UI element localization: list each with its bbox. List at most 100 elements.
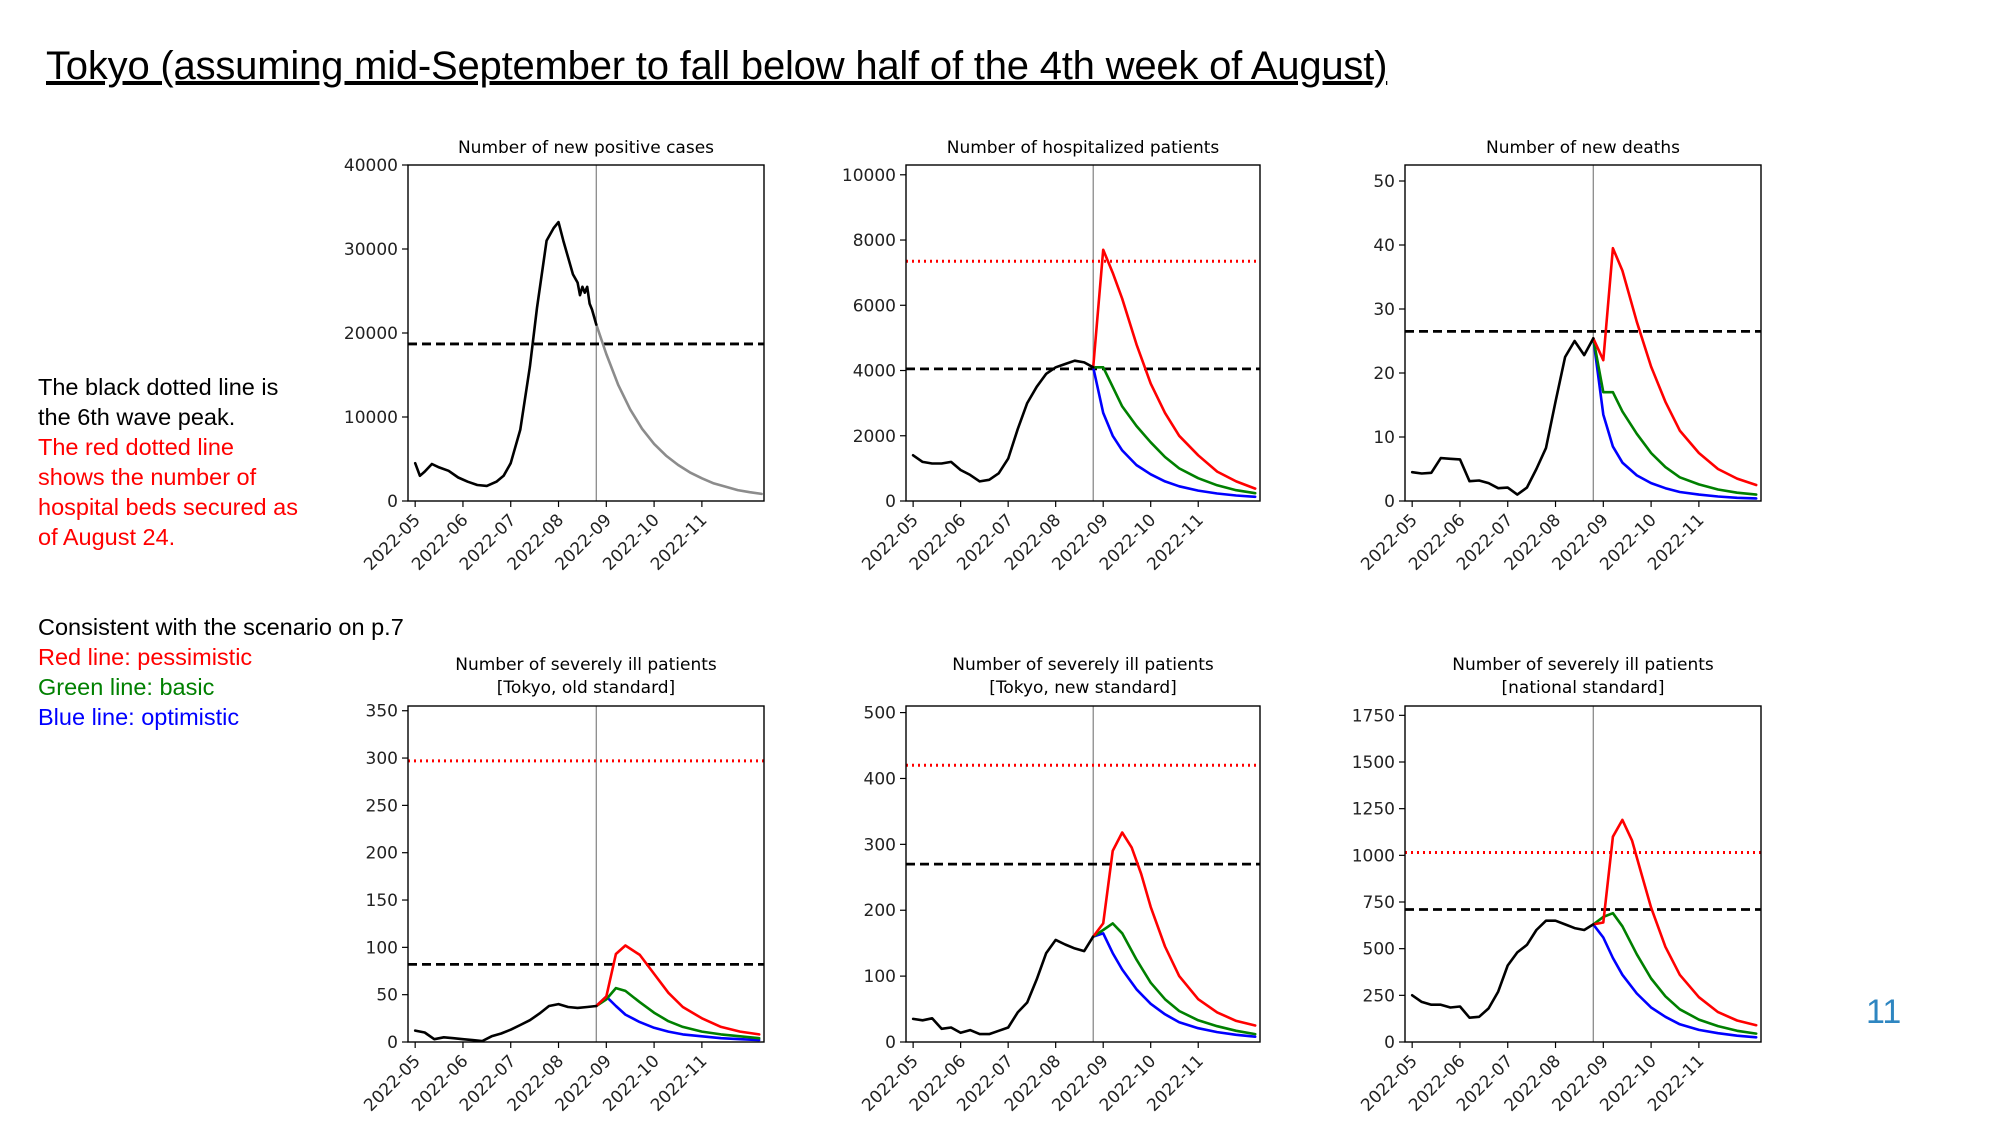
y-tick-label: 4000 [853, 362, 896, 382]
series-line-observed [413, 1002, 598, 1042]
reference-note-line: shows the number of [38, 464, 257, 490]
plot-frame [1404, 164, 1762, 502]
plot-area [1405, 706, 1761, 1042]
y-tick-label: 2000 [853, 427, 896, 447]
y-tick-label: 500 [1363, 940, 1395, 960]
chart-1: Number of new positive cases 0 10000 20000 3… [344, 138, 765, 575]
y-tick-label: 50 [1373, 172, 1395, 192]
y-tick-label: 1750 [1352, 706, 1395, 726]
plot-frame [407, 705, 765, 1043]
chart-title: [national standard] [1502, 678, 1665, 698]
y-tick-label: 8000 [853, 231, 896, 251]
y-tick-label: 350 [366, 702, 398, 722]
y-tick-label: 400 [864, 769, 896, 789]
series-line-observed [413, 220, 598, 488]
plot-area [906, 165, 1260, 501]
y-tick-label: 0 [387, 1033, 398, 1053]
y-tick-label: 0 [1384, 492, 1395, 512]
series-line-basic [1592, 911, 1758, 1035]
series-line-optimistic [1592, 337, 1758, 500]
series-line-basic [1592, 337, 1758, 496]
series-line-optimistic [1592, 923, 1758, 1039]
slide-title: Tokyo (assuming mid-September to fall be… [46, 44, 1388, 88]
y-tick-label: 100 [366, 938, 398, 958]
y-tick-label: 250 [366, 796, 398, 816]
y-tick-label: 50 [376, 986, 398, 1006]
plot-area [906, 706, 1260, 1042]
chart-title: Number of severely ill patients [1452, 655, 1714, 675]
y-tick-label: 10 [1373, 428, 1395, 448]
chart-title: Number of new deaths [1486, 138, 1680, 158]
plot-frame [407, 164, 765, 502]
plot-frame [905, 164, 1261, 502]
y-tick-label: 250 [1363, 986, 1395, 1006]
y-tick-label: 40 [1373, 236, 1395, 256]
series-line-observed [1410, 337, 1595, 496]
plot-frame [905, 705, 1261, 1043]
series-line-pessimistic [1592, 246, 1758, 487]
series-line-observed [1410, 919, 1595, 1020]
reference-note-line: hospital beds secured as [38, 494, 298, 520]
reference-note-line: of August 24. [38, 524, 176, 550]
series-line-optimistic [594, 995, 761, 1042]
series-line-pessimistic [1091, 248, 1257, 490]
y-tick-label: 300 [366, 749, 398, 769]
chart-4: Number of severely ill patients [Tokyo, o… [360, 655, 765, 1116]
chart-6: Number of severely ill patients [national… [1352, 655, 1762, 1116]
scenario-note-line: Green line: basic [38, 674, 215, 700]
reference-note-line: the 6th wave peak. [38, 404, 236, 430]
y-tick-label: 20000 [344, 324, 398, 344]
plot-area [1405, 165, 1761, 501]
y-tick-label: 750 [1363, 893, 1395, 913]
series-line-observed [911, 935, 1095, 1036]
y-tick-label: 10000 [842, 166, 896, 186]
chart-2: Number of hospitalized patients 0 2000 4000… [842, 138, 1261, 575]
y-tick-label: 20 [1373, 364, 1395, 384]
plot-area [408, 706, 764, 1042]
series-line-basic [1091, 922, 1257, 1036]
y-tick-label: 1000 [1352, 846, 1395, 866]
reference-note-line: The red dotted line [38, 434, 234, 460]
y-tick-label: 1500 [1352, 753, 1395, 773]
y-tick-label: 6000 [853, 296, 896, 316]
chart-title: Number of severely ill patients [952, 655, 1214, 675]
legend-note-scenarios: Consistent with the scenario on p.7 Red l… [38, 612, 404, 732]
y-tick-label: 30000 [344, 240, 398, 260]
series-line-projection-single [594, 323, 763, 496]
page-number: 11 [1866, 993, 1902, 1031]
y-tick-label: 100 [864, 967, 896, 987]
scenario-note-line: Consistent with the scenario on p.7 [38, 614, 404, 640]
series-line-pessimistic [1592, 818, 1758, 1027]
chart-title: Number of new positive cases [458, 138, 714, 158]
series-line-optimistic [1091, 931, 1257, 1038]
chart-title: [Tokyo, old standard] [497, 678, 675, 698]
y-tick-label: 300 [864, 835, 896, 855]
series-line-optimistic [1091, 365, 1257, 499]
scenario-note-line: Red line: pessimistic [38, 644, 253, 670]
series-line-basic [1091, 365, 1257, 495]
y-tick-label: 200 [366, 844, 398, 864]
y-tick-label: 150 [366, 891, 398, 911]
y-tick-label: 1250 [1352, 800, 1395, 820]
chart-5: Number of severely ill patients [Tokyo, n… [858, 655, 1261, 1116]
chart-title: Number of hospitalized patients [947, 138, 1220, 158]
y-tick-label: 40000 [344, 156, 398, 176]
plot-area [408, 165, 764, 501]
legend-note-reference-lines: The black dotted line is the 6th wave pea… [38, 372, 298, 552]
chart-title: Number of severely ill patients [455, 655, 717, 675]
y-tick-label: 30 [1373, 300, 1395, 320]
y-tick-label: 0 [1384, 1033, 1395, 1053]
y-tick-label: 200 [864, 901, 896, 921]
series-line-pessimistic [594, 944, 761, 1036]
scenario-note-line: Blue line: optimistic [38, 704, 240, 730]
y-tick-label: 500 [864, 704, 896, 724]
chart-3: Number of new deaths010203040502022-0520… [1357, 138, 1762, 575]
series-line-observed [911, 359, 1095, 483]
y-tick-label: 0 [387, 492, 398, 512]
series-line-basic [594, 986, 761, 1040]
y-tick-label: 0 [885, 492, 896, 512]
chart-title: [Tokyo, new standard] [989, 678, 1177, 698]
reference-note-line: The black dotted line is [38, 374, 279, 400]
plot-frame [1404, 705, 1762, 1043]
